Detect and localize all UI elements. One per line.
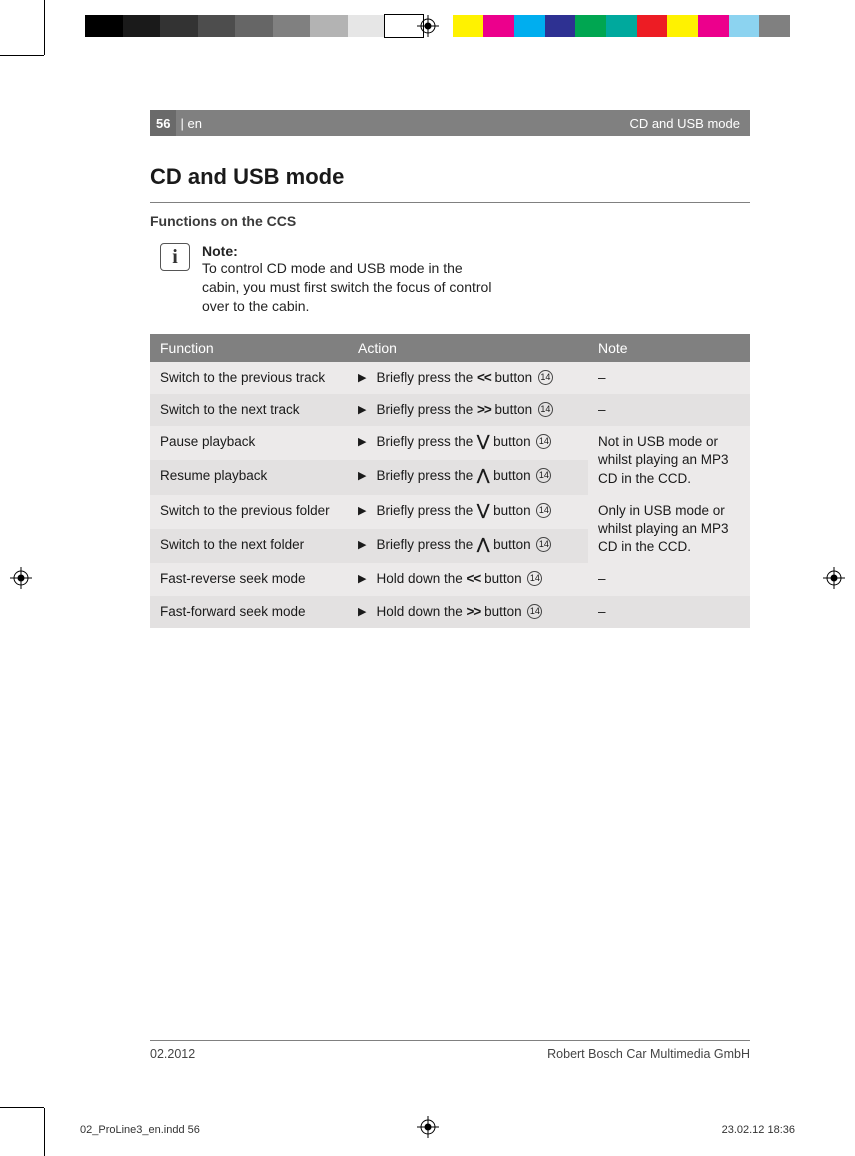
running-header: 56 | en CD and USB mode (150, 110, 750, 136)
page-title: CD and USB mode (150, 164, 750, 190)
registration-mark-icon (823, 567, 845, 589)
slug-date: 23.02.12 18:36 (722, 1124, 795, 1136)
cell-function: Switch to the previous folder (150, 495, 348, 529)
cell-function: Switch to the next track (150, 394, 348, 426)
crop-marks-bottom: 02_ProLine3_en.indd 56 23.02.12 18:36 (0, 1086, 855, 1156)
table-row: Fast-forward seek mode▶Hold down the >> … (150, 596, 750, 628)
cell-function: Resume playback (150, 460, 348, 494)
registration-mark-icon (417, 1116, 439, 1138)
table-row: Switch to the previous track▶Briefly pre… (150, 362, 750, 394)
cell-action: ▶Briefly press the ⋁ button 14 (348, 495, 588, 529)
cell-action: ▶Briefly press the >> button 14 (348, 394, 588, 426)
registration-mark-icon (10, 567, 32, 589)
note-body: To control CD mode and USB mode in the c… (202, 259, 500, 316)
cell-function: Pause playback (150, 426, 348, 460)
cell-note: – (588, 596, 750, 628)
table-row: Pause playback▶Briefly press the ⋁ butto… (150, 426, 750, 460)
cell-action: ▶Briefly press the ⋀ button 14 (348, 529, 588, 563)
registration-mark-icon (417, 15, 439, 37)
title-rule (150, 202, 750, 203)
slug-file: 02_ProLine3_en.indd 56 (80, 1124, 200, 1136)
page-number: 56 (150, 110, 176, 136)
table-row: Switch to the previous folder▶Briefly pr… (150, 495, 750, 529)
cell-function: Switch to the previous track (150, 362, 348, 394)
footer-date: 02.2012 (150, 1047, 195, 1061)
cell-action: ▶Briefly press the << button 14 (348, 362, 588, 394)
header-section: CD and USB mode (629, 116, 750, 131)
cell-note: – (588, 362, 750, 394)
note-block: i Note: To control CD mode and USB mode … (160, 243, 500, 316)
cell-note: – (588, 394, 750, 426)
footer-company: Robert Bosch Car Multimedia GmbH (547, 1047, 750, 1061)
cell-function: Fast-forward seek mode (150, 596, 348, 628)
header-lang: | en (176, 116, 201, 131)
cell-action: ▶Briefly press the ⋀ button 14 (348, 460, 588, 494)
page-footer: 02.2012 Robert Bosch Car Multimedia GmbH (150, 1040, 750, 1061)
cell-note: Only in USB mode or whilst playing an MP… (588, 495, 750, 564)
cell-note: – (588, 563, 750, 595)
info-icon: i (160, 243, 190, 271)
column-header: Function (150, 334, 348, 362)
cell-action: ▶Hold down the >> button 14 (348, 596, 588, 628)
cell-action: ▶Hold down the << button 14 (348, 563, 588, 595)
crop-marks-top (0, 0, 855, 75)
cell-function: Switch to the next folder (150, 529, 348, 563)
page-body: 56 | en CD and USB mode CD and USB mode … (150, 110, 750, 1061)
column-header: Action (348, 334, 588, 362)
section-subtitle: Functions on the CCS (150, 213, 750, 229)
cell-note: Not in USB mode or whilst playing an MP3… (588, 426, 750, 495)
cell-function: Fast-reverse seek mode (150, 563, 348, 595)
column-header: Note (588, 334, 750, 362)
note-label: Note: (202, 243, 500, 259)
functions-table: Function Action Note Switch to the previ… (150, 334, 750, 628)
cell-action: ▶Briefly press the ⋁ button 14 (348, 426, 588, 460)
table-row: Switch to the next track▶Briefly press t… (150, 394, 750, 426)
table-row: Fast-reverse seek mode▶Hold down the << … (150, 563, 750, 595)
